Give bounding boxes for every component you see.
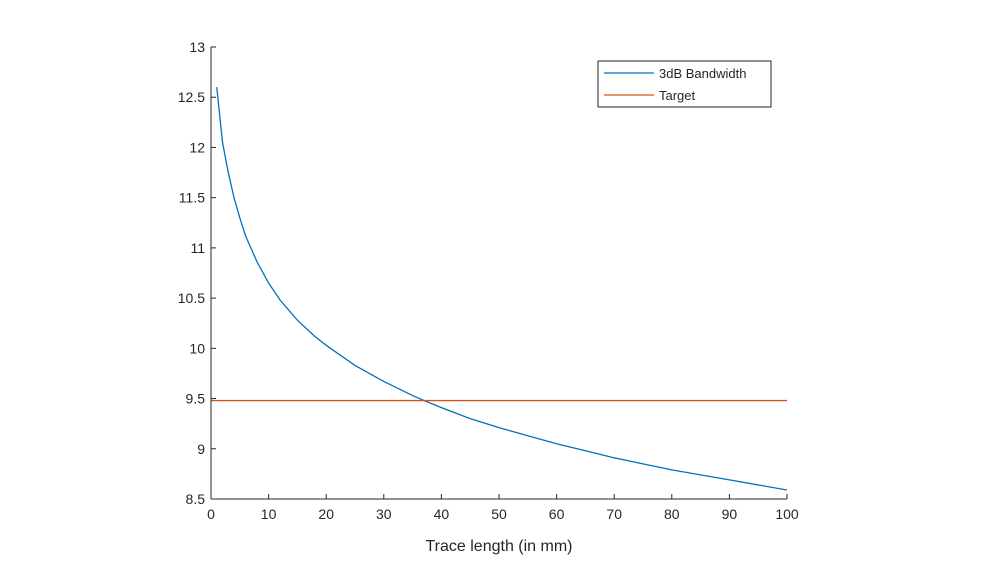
y-tick-label: 13 bbox=[189, 39, 205, 55]
y-tick-label: 12 bbox=[189, 139, 205, 155]
x-tick-label: 20 bbox=[318, 506, 334, 522]
legend-label: Target bbox=[659, 88, 696, 103]
x-tick-label: 10 bbox=[261, 506, 277, 522]
y-tick-label: 12.5 bbox=[178, 89, 205, 105]
y-tick-label: 10 bbox=[189, 340, 205, 356]
series-line-bandwidth bbox=[216, 87, 788, 491]
y-tick-label: 9 bbox=[197, 441, 205, 457]
x-axis-ticks: 0 10 20 30 40 50 60 70 80 90 100 bbox=[207, 494, 799, 522]
legend-box bbox=[597, 60, 772, 108]
x-tick-label: 40 bbox=[434, 506, 450, 522]
x-tick-label: 0 bbox=[207, 506, 215, 522]
x-tick-label: 70 bbox=[606, 506, 622, 522]
x-tick-label: 100 bbox=[775, 506, 799, 522]
y-tick-label: 11.5 bbox=[179, 190, 205, 206]
x-tick-label: 50 bbox=[491, 506, 507, 522]
legend[interactable]: 3dB Bandwidth Target bbox=[597, 60, 772, 108]
y-tick-label: 11 bbox=[190, 240, 205, 256]
y-tick-label: 8.5 bbox=[186, 491, 206, 507]
series-lines bbox=[211, 87, 788, 491]
x-tick-label: 60 bbox=[549, 506, 565, 522]
y-axis-ticks: 8.5 9 9.5 10 10.5 11 11.5 12 12.5 13 bbox=[178, 39, 216, 507]
y-tick-label: 10.5 bbox=[178, 290, 205, 306]
plot-area bbox=[211, 47, 787, 499]
legend-label: 3dB Bandwidth bbox=[659, 66, 746, 81]
plot-background bbox=[211, 47, 787, 499]
x-tick-label: 90 bbox=[722, 506, 738, 522]
y-tick-label: 9.5 bbox=[186, 391, 206, 407]
x-axis-label: Trace length (in mm) bbox=[426, 538, 573, 555]
x-tick-label: 30 bbox=[376, 506, 392, 522]
x-tick-label: 80 bbox=[664, 506, 680, 522]
